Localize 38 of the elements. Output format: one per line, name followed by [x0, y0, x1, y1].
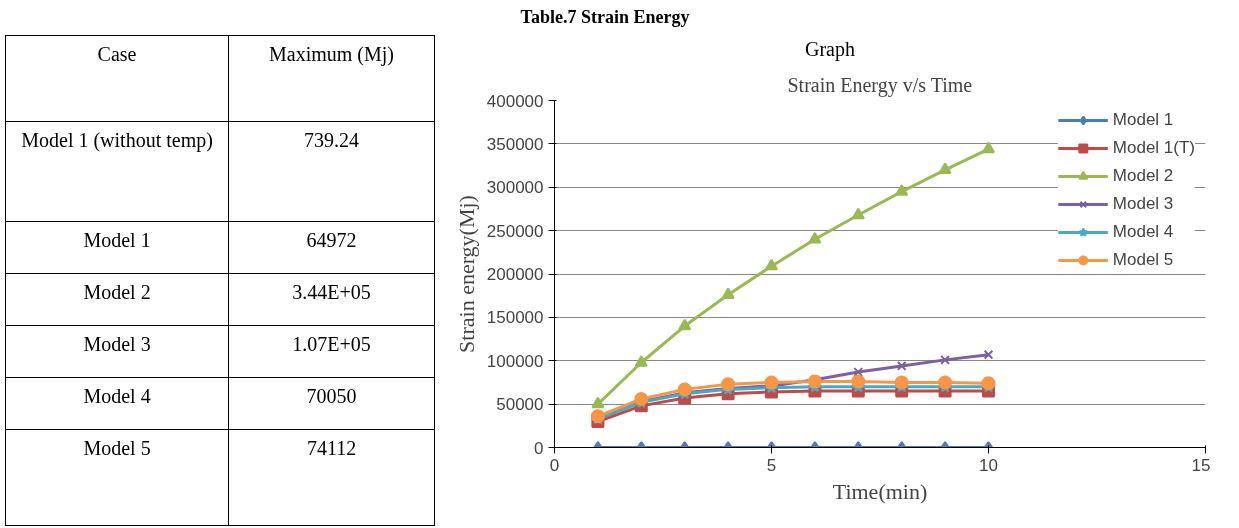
y-tick-label: 200000: [486, 265, 544, 284]
x-tick-label: 10: [979, 455, 998, 475]
x-axis-title: Time(min): [832, 478, 928, 504]
y-tick-label: 300000: [486, 178, 544, 198]
legend-label: Model 4: [1112, 222, 1174, 242]
y-tick-label: 100000: [486, 351, 544, 371]
text: 739.24: [228, 121, 435, 222]
text: 1.07E+05: [228, 325, 435, 378]
text: Model 4: [5, 377, 229, 430]
y-axis-title: Strain energy(Mj): [453, 195, 479, 353]
y-tick-label: 50000: [496, 395, 544, 415]
text: 74112: [228, 429, 435, 526]
text: Model 5: [5, 429, 229, 526]
x-tick-label: 0: [549, 455, 560, 475]
text: 64972: [228, 221, 435, 274]
legend-label: Model 2: [1112, 166, 1174, 186]
y-tick-label: 250000: [486, 221, 544, 241]
text: Maximum (Mj): [228, 35, 435, 122]
text: Model 1: [5, 221, 229, 274]
x-tick-label: 15: [1191, 455, 1211, 475]
text: Model 1 (without temp): [5, 121, 229, 222]
x-tick-label: 5: [766, 455, 777, 475]
text: 70050: [228, 377, 435, 430]
y-tick-label: 150000: [486, 308, 544, 328]
chart-title: Strain Energy v/s Time: [787, 73, 973, 97]
text: Graph: [804, 37, 856, 63]
y-tick-label: 350000: [486, 134, 544, 154]
text: Case: [5, 35, 229, 122]
text: Model 2: [5, 273, 229, 326]
legend-label: Model 1(T): [1112, 138, 1195, 158]
text: Table.7 Strain Energy: [519, 6, 691, 27]
text: Model 3: [5, 325, 229, 378]
y-tick-label: 400000: [486, 91, 544, 111]
legend-label: Model 1: [1112, 110, 1174, 130]
y-tick-label: 0: [534, 438, 544, 458]
text: 3.44E+05: [228, 273, 435, 326]
legend-label: Model 5: [1112, 250, 1174, 270]
legend-label: Model 3: [1112, 194, 1174, 214]
